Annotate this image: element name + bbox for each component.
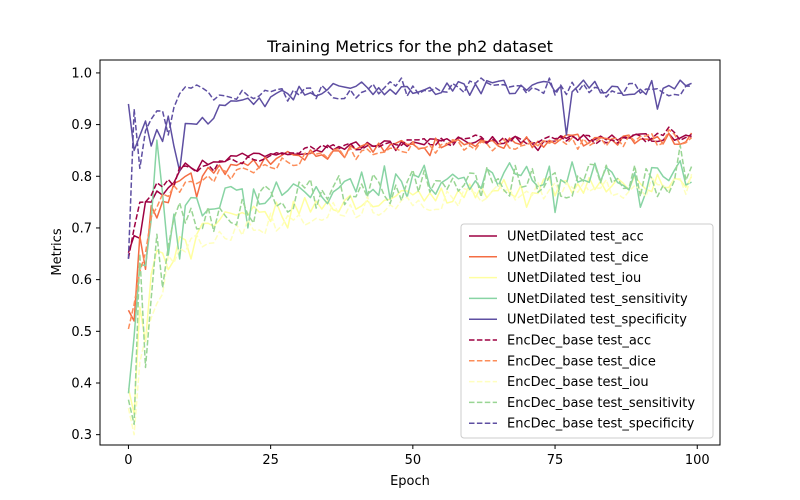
y-ticks: 0.3 0.4 0.5 0.6 0.7 0.8 0.9 1.0: [71, 66, 100, 443]
legend-label: UNetDilated test_specificity: [507, 313, 687, 328]
x-tick-label: 0: [124, 453, 132, 468]
y-tick-label: 0.3: [71, 428, 92, 443]
y-tick-label: 0.8: [71, 170, 92, 185]
x-axis-label: Epoch: [390, 474, 430, 489]
legend-items: UNetDilated test_acc UNetDilated test_dic…: [469, 230, 695, 432]
x-tick-label: 75: [547, 453, 564, 468]
x-ticks: 0 25 50 75 100: [124, 445, 710, 468]
x-tick-label: 25: [262, 453, 279, 468]
axes-frame: [99, 59, 721, 446]
series-line: [127, 173, 693, 436]
x-tick-label: 50: [405, 453, 422, 468]
legend-label: UNetDilated test_dice: [507, 250, 649, 265]
legend-label: UNetDilated test_acc: [507, 230, 644, 245]
legend-label: EncDec_base test_iou: [507, 375, 649, 390]
y-tick-label: 1.0: [71, 66, 92, 81]
legend-label: UNetDilated test_iou: [507, 271, 641, 286]
legend-label: EncDec_base test_specificity: [507, 417, 695, 432]
series-line: [127, 144, 693, 426]
legend-box: [460, 223, 714, 439]
chart-title: Training Metrics for the ph2 dataset: [266, 37, 553, 56]
y-tick-label: 0.4: [71, 376, 92, 391]
series-line: [127, 129, 693, 330]
legend-label: EncDec_base test_dice: [507, 354, 656, 369]
series-layer: [127, 77, 693, 436]
series-line: [127, 126, 692, 259]
series-line: [127, 173, 693, 415]
y-tick-label: 0.9: [71, 118, 92, 133]
legend-label: EncDec_base test_acc: [507, 334, 651, 349]
legend: UNetDilated test_acc UNetDilated test_dic…: [460, 223, 714, 439]
x-tick-label: 100: [685, 453, 710, 468]
y-tick-label: 0.7: [71, 221, 92, 236]
series-line: [127, 77, 692, 259]
plot-area: 0 25 50 75 100 0.3 0.4 0.5 0.6 0.7 0.8 0.9 1.0: [71, 59, 721, 468]
y-tick-label: 0.6: [71, 273, 92, 288]
y-axis-label: Metrics: [50, 228, 65, 275]
legend-label: UNetDilated test_sensitivity: [507, 292, 688, 307]
y-tick-label: 0.5: [71, 325, 92, 340]
series-line: [127, 79, 692, 172]
legend-label: EncDec_base test_sensitivity: [507, 396, 695, 411]
